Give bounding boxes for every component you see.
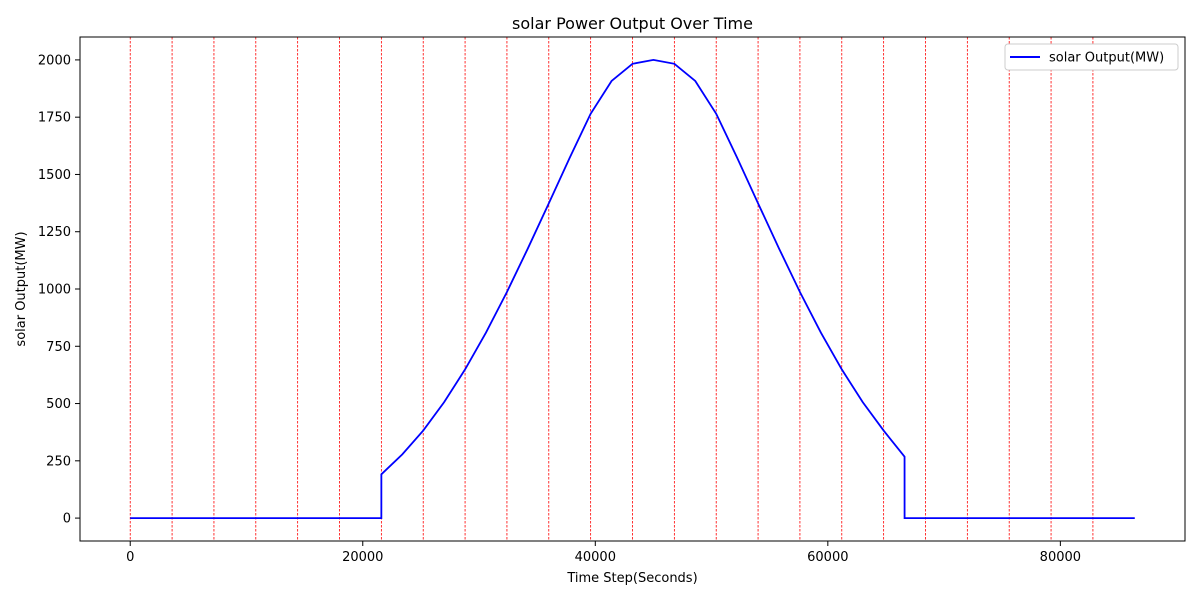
- y-tick-label: 1500: [38, 168, 71, 183]
- y-tick-label: 1750: [38, 111, 71, 126]
- x-tick-label: 20000: [342, 550, 383, 565]
- chart-title: solar Power Output Over Time: [512, 14, 753, 33]
- y-tick-label: 250: [46, 454, 71, 469]
- x-tick-label: 40000: [575, 550, 616, 565]
- x-tick-label: 60000: [807, 550, 848, 565]
- y-tick-label: 0: [63, 512, 71, 527]
- x-axis-label: Time Step(Seconds): [566, 571, 697, 586]
- x-axis-ticks: 0 20000 40000 60000 80000: [126, 541, 1081, 565]
- legend: solar Output(MW): [1004, 43, 1179, 71]
- x-tick-label: 0: [126, 550, 134, 565]
- y-tick-label: 1250: [38, 225, 71, 240]
- x-tick-label: 80000: [1040, 550, 1081, 565]
- y-axis-ticks: 0 250 500 750 1000 1250 1500 1750 2000: [38, 53, 80, 527]
- series-line-solar-output: [130, 58, 1135, 519]
- legend-box: [1004, 43, 1179, 71]
- y-axis-label: solar Output(MW): [14, 231, 29, 346]
- y-tick-label: 500: [46, 397, 71, 412]
- y-tick-label: 1000: [38, 283, 71, 298]
- legend-label-solar-output: solar Output(MW): [1049, 51, 1164, 66]
- y-tick-label: 750: [46, 340, 71, 355]
- y-tick-label: 2000: [38, 53, 71, 68]
- vertical-marker-lines: [129, 37, 1094, 541]
